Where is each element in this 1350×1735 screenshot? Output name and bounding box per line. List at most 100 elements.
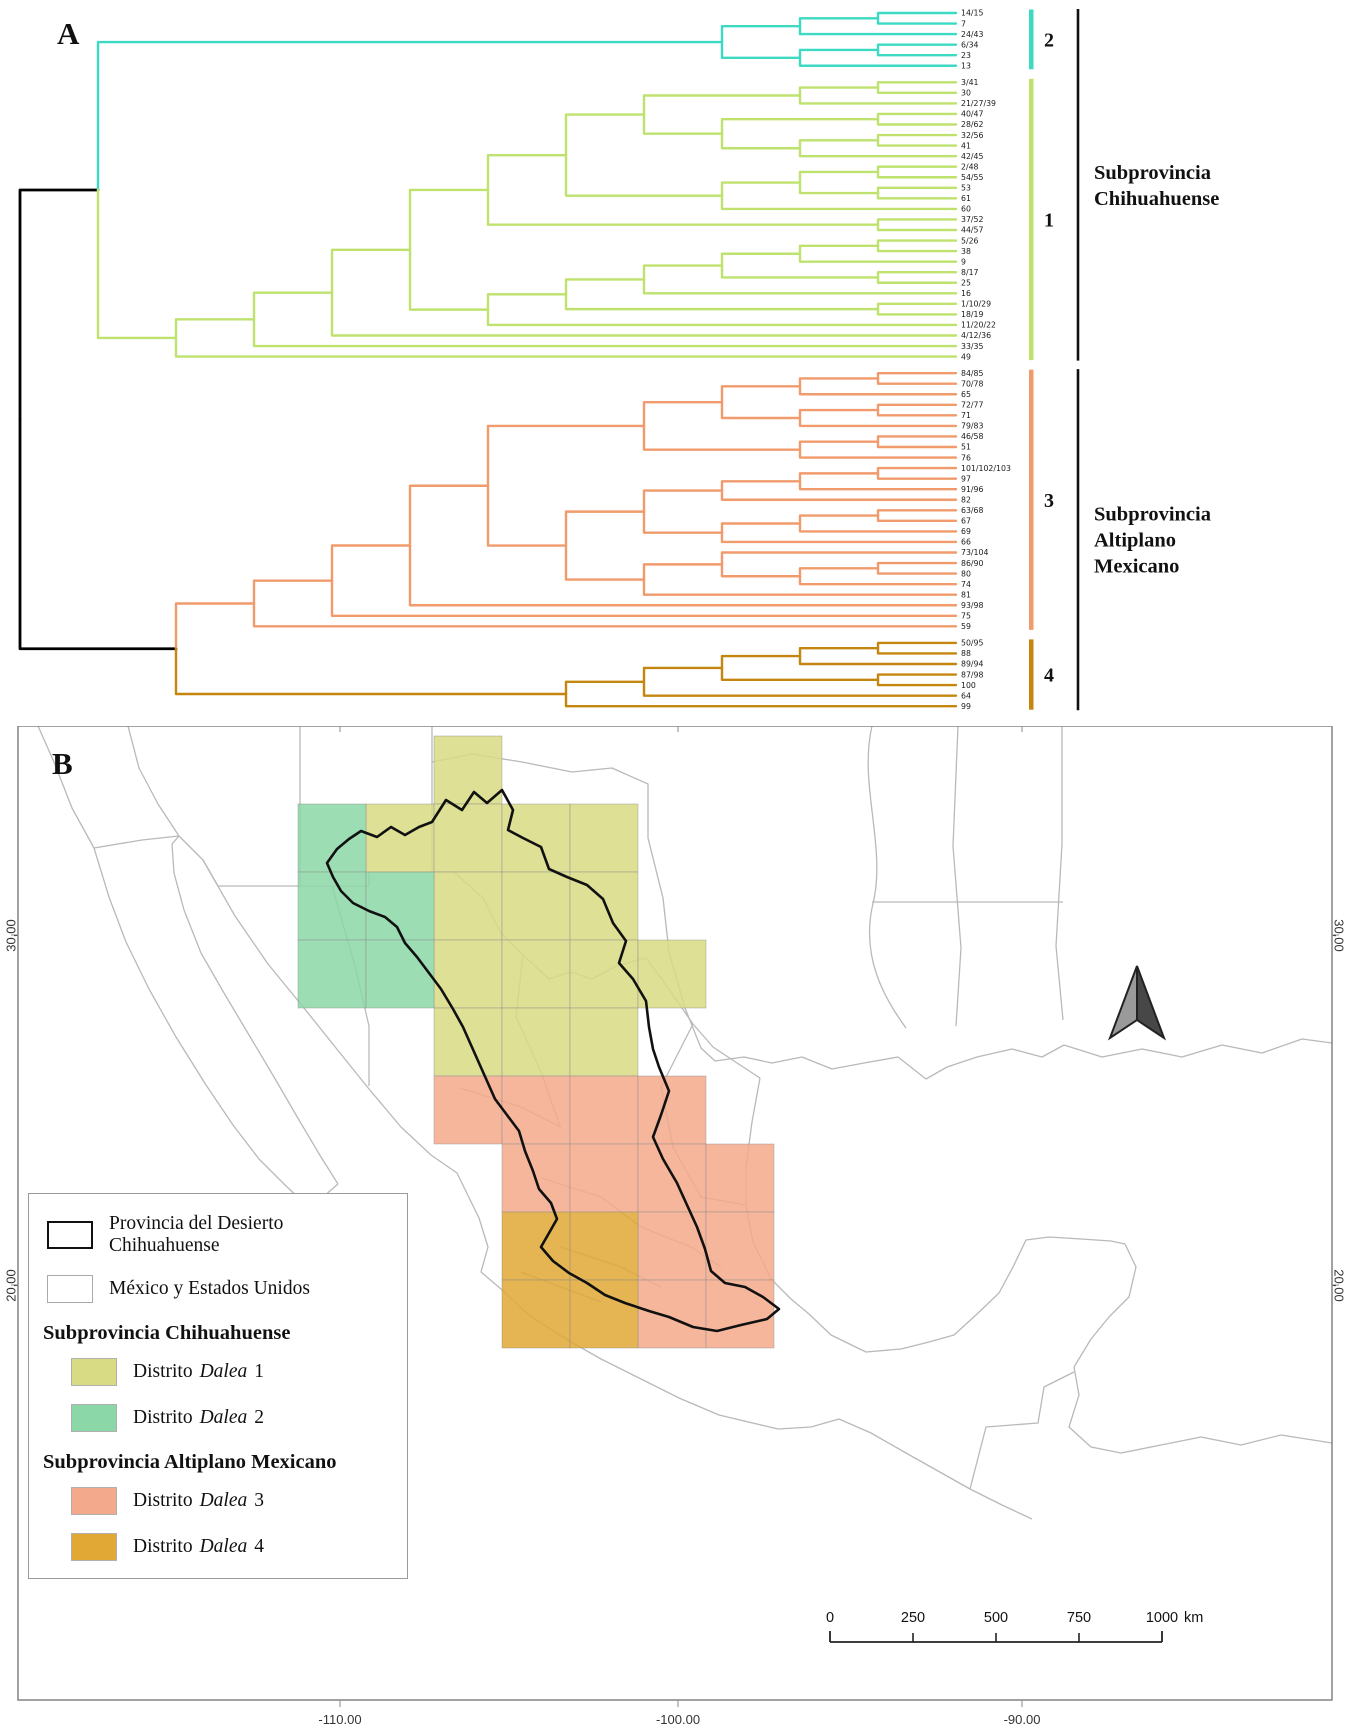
tip-label: 65: [961, 390, 971, 399]
branch: [642, 563, 724, 581]
branch: [720, 563, 802, 578]
district-cell-dalea-3: [637, 1279, 707, 1349]
branch: [642, 578, 958, 596]
branch: [876, 118, 958, 126]
branch: [876, 673, 958, 682]
district-cell-dalea-3: [637, 1143, 707, 1213]
lat-label-right-20: 20,00: [1331, 1269, 1347, 1302]
branch: [876, 81, 958, 89]
tip-label: 67: [961, 517, 971, 526]
branch: [876, 408, 958, 417]
tip-label: 18/19: [961, 310, 984, 319]
district-cell-dalea-4: [501, 1279, 571, 1349]
legend-label: Distrito Dalea 4: [133, 1536, 264, 1557]
tip-label: 80: [961, 569, 971, 578]
map-frame: [11, 726, 1339, 1707]
branch: [798, 48, 880, 60]
branch: [252, 579, 334, 605]
branch: [720, 252, 802, 267]
tip-label: 93/98: [961, 601, 984, 610]
tip-label: 7: [961, 19, 966, 28]
branch: [720, 551, 958, 566]
tip-label: 30: [961, 89, 971, 98]
tip-label: 13: [961, 61, 971, 70]
branch: [330, 544, 412, 582]
tip-label: 88: [961, 649, 971, 658]
tip-label: 46/58: [961, 432, 984, 441]
branch: [330, 579, 958, 617]
branch: [642, 264, 724, 281]
district-cell-dalea-4: [569, 1211, 639, 1281]
branch: [486, 424, 646, 487]
branch: [876, 244, 958, 253]
branch: [876, 646, 958, 655]
branch: [252, 291, 334, 321]
legend-label: Provincia del Desierto Chihuahuense: [109, 1213, 284, 1256]
branch: [798, 472, 880, 483]
dalea-3-swatch: [71, 1487, 117, 1515]
tip-label: 99: [961, 702, 971, 711]
branch: [876, 567, 958, 575]
tip-label: 70/78: [961, 379, 984, 388]
district-cell-dalea-1: [569, 803, 639, 873]
branch: [798, 514, 880, 525]
province-outline: [325, 788, 781, 1333]
tip-label: 81: [961, 590, 971, 599]
group-bar: [1029, 639, 1034, 710]
district-cell-dalea-3: [705, 1211, 775, 1281]
district-cell-dalea-3: [501, 1075, 571, 1145]
branch: [876, 371, 958, 380]
provincia-desierto-chihuahuense-outline: [325, 788, 781, 1333]
tip-label: 74: [961, 580, 971, 589]
dalea-1-swatch: [71, 1358, 117, 1386]
branch: [720, 132, 802, 150]
branch: [486, 153, 568, 192]
tip-label: 86/90: [961, 559, 984, 568]
tip-label: 71: [961, 411, 971, 420]
branch: [876, 191, 958, 200]
branch: [798, 440, 880, 451]
district-cell-dalea-1: [433, 803, 503, 873]
branch: [798, 252, 958, 263]
group-number: 3: [1044, 490, 1054, 512]
branch: [798, 480, 958, 491]
district-cell-dalea-2: [297, 939, 367, 1009]
branch: [798, 646, 880, 658]
branch: [876, 403, 958, 412]
lat-label-right-30: 30,00: [1331, 919, 1347, 952]
branch: [642, 400, 724, 428]
branch: [18, 417, 178, 651]
legend-label: Distrito Dalea 1: [133, 1361, 264, 1382]
branch: [798, 56, 958, 67]
tip-label: 64: [961, 691, 971, 700]
branch: [642, 278, 958, 295]
tip-label: 89/94: [961, 660, 984, 669]
branch: [720, 181, 802, 197]
tip-label: 91/96: [961, 485, 984, 494]
tip-label: 4/12/36: [961, 331, 991, 340]
map-svg: [11, 726, 1339, 1707]
branch: [876, 139, 958, 147]
branch: [798, 575, 958, 586]
tip-label: 5/26: [961, 236, 979, 245]
legend-item-countries: México y Estados Unidos: [29, 1266, 407, 1312]
branch: [252, 602, 958, 628]
branch: [174, 602, 256, 650]
legend-item-dalea-1: Distrito Dalea 1: [29, 1349, 407, 1395]
tip-label: 87/98: [961, 670, 984, 679]
branch: [798, 181, 880, 195]
branch: [96, 188, 178, 340]
branch: [174, 336, 958, 358]
scale-tick-label: 0: [825, 1610, 835, 1626]
branch: [720, 531, 958, 544]
branch: [564, 278, 646, 296]
branch: [642, 510, 724, 534]
tip-label: 51: [961, 443, 971, 452]
branch: [876, 271, 958, 279]
branch: [876, 307, 958, 316]
lon-label-100: -100.00: [655, 1712, 701, 1727]
branch: [564, 113, 646, 157]
tip-label: 9: [961, 257, 966, 266]
district-cell-dalea-1: [433, 1007, 503, 1077]
tip-label: 101/102/103: [961, 464, 1011, 473]
